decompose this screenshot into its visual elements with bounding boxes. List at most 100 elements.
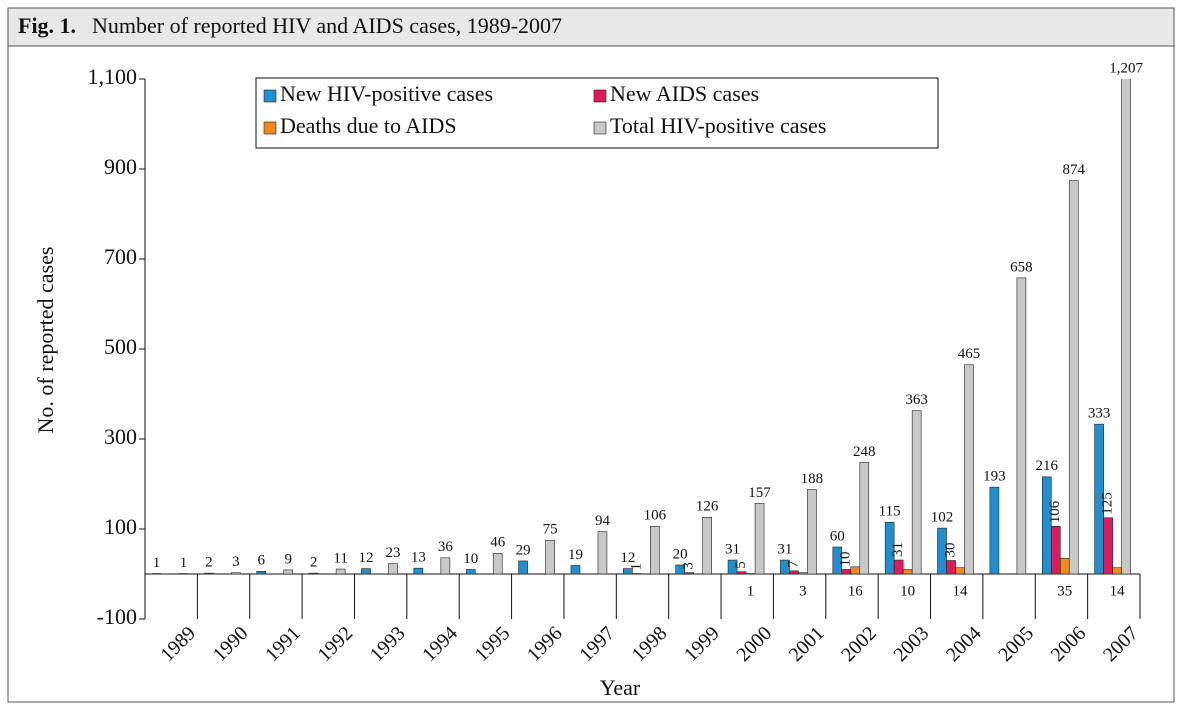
value-label: 60 [830, 528, 845, 544]
value-label: 94 [595, 513, 611, 529]
value-label: 1,207 [1109, 60, 1143, 76]
y-tick-label: 100 [104, 514, 137, 539]
x-axis-label: Year [600, 675, 641, 700]
value-label: 6 [257, 553, 265, 569]
x-tick-label: 1993 [366, 622, 410, 666]
x-tick-label: 1991 [261, 622, 305, 666]
bar [519, 561, 528, 574]
value-label: 193 [983, 469, 1006, 485]
bar [1060, 558, 1069, 574]
value-label: 333 [1088, 406, 1111, 422]
x-tick-label: 1992 [313, 622, 357, 666]
value-label: 106 [1047, 500, 1063, 523]
bar [789, 571, 798, 574]
value-label: 3 [232, 554, 240, 570]
value-label: 14 [1110, 583, 1126, 599]
value-label: 30 [942, 543, 958, 558]
bar [807, 489, 816, 574]
bar [441, 558, 450, 574]
x-tick-label: 1999 [680, 622, 724, 666]
value-label: 3 [681, 562, 697, 570]
value-label: 1 [153, 555, 161, 571]
value-label: 31 [890, 542, 906, 557]
x-tick-label: 2004 [942, 622, 986, 666]
value-label: 126 [696, 499, 719, 515]
bar [414, 568, 423, 574]
x-tick-label: 2006 [1047, 622, 1091, 666]
x-tick-label: 2003 [889, 622, 933, 666]
y-tick-label: 1,100 [88, 64, 138, 89]
bar [1042, 477, 1051, 574]
value-label: 7 [785, 560, 801, 568]
x-tick-label: 1998 [628, 622, 672, 666]
legend-swatch [264, 122, 276, 134]
chart-title: Number of reported HIV and AIDS cases, 1… [92, 13, 562, 38]
y-tick-label: 300 [104, 424, 137, 449]
bar [1069, 181, 1078, 574]
legend-label: New AIDS cases [610, 81, 759, 106]
y-axis-label: No. of reported cases [33, 247, 58, 434]
value-label: 20 [673, 546, 688, 562]
legend-swatch [594, 122, 606, 134]
bar [860, 462, 869, 574]
bar [650, 526, 659, 574]
value-label: 13 [411, 550, 426, 566]
value-label: 188 [801, 471, 824, 487]
x-tick-label: 1997 [575, 622, 619, 666]
y-tick-label: 900 [104, 154, 137, 179]
legend-swatch [264, 90, 276, 102]
value-label: 115 [879, 504, 901, 520]
value-label: 102 [931, 510, 954, 526]
value-label: 2 [310, 555, 318, 571]
bar [571, 565, 580, 574]
legend-swatch [594, 90, 606, 102]
x-tick-label: 2005 [994, 622, 1038, 666]
value-label: 11 [333, 550, 347, 566]
bar [1017, 278, 1026, 574]
legend-label: New HIV-positive cases [280, 81, 493, 106]
x-tick-label: 1989 [156, 622, 200, 666]
bar [257, 571, 266, 574]
value-label: 216 [1036, 458, 1059, 474]
bar [703, 517, 712, 574]
bar [798, 573, 807, 574]
x-tick-label: 1996 [523, 622, 567, 666]
value-label: 10 [900, 583, 915, 599]
value-label: 29 [516, 542, 531, 558]
value-label: 1 [180, 555, 188, 571]
x-tick-label: 1990 [209, 622, 253, 666]
bar [685, 573, 694, 574]
value-label: 157 [748, 485, 771, 501]
x-tick-label: 2000 [732, 622, 776, 666]
x-tick-label: 1995 [471, 622, 515, 666]
value-label: 1 [747, 583, 755, 599]
y-tick-label: -100 [97, 604, 137, 629]
value-label: 12 [358, 550, 373, 566]
value-label: 19 [568, 547, 583, 563]
bar [990, 487, 999, 574]
bar [1113, 568, 1122, 574]
value-label: 75 [543, 522, 558, 538]
bar [947, 561, 956, 575]
value-label: 31 [777, 541, 792, 557]
value-label: 10 [838, 552, 854, 567]
bar [546, 540, 555, 574]
value-label: 248 [853, 444, 876, 460]
value-label: 5 [733, 561, 749, 569]
bar [851, 567, 860, 574]
value-label: 874 [1063, 162, 1086, 178]
value-label: 363 [905, 392, 928, 408]
bar [231, 573, 240, 574]
bar [912, 411, 921, 574]
bar [309, 573, 318, 574]
bar [388, 564, 397, 574]
bar [466, 570, 475, 575]
value-label: 10 [463, 551, 478, 567]
y-tick-label: 700 [104, 244, 137, 269]
y-tick-label: 500 [104, 334, 137, 359]
bar [204, 573, 213, 574]
bar [1122, 31, 1131, 574]
bar [903, 570, 912, 575]
value-label: 465 [958, 346, 981, 362]
